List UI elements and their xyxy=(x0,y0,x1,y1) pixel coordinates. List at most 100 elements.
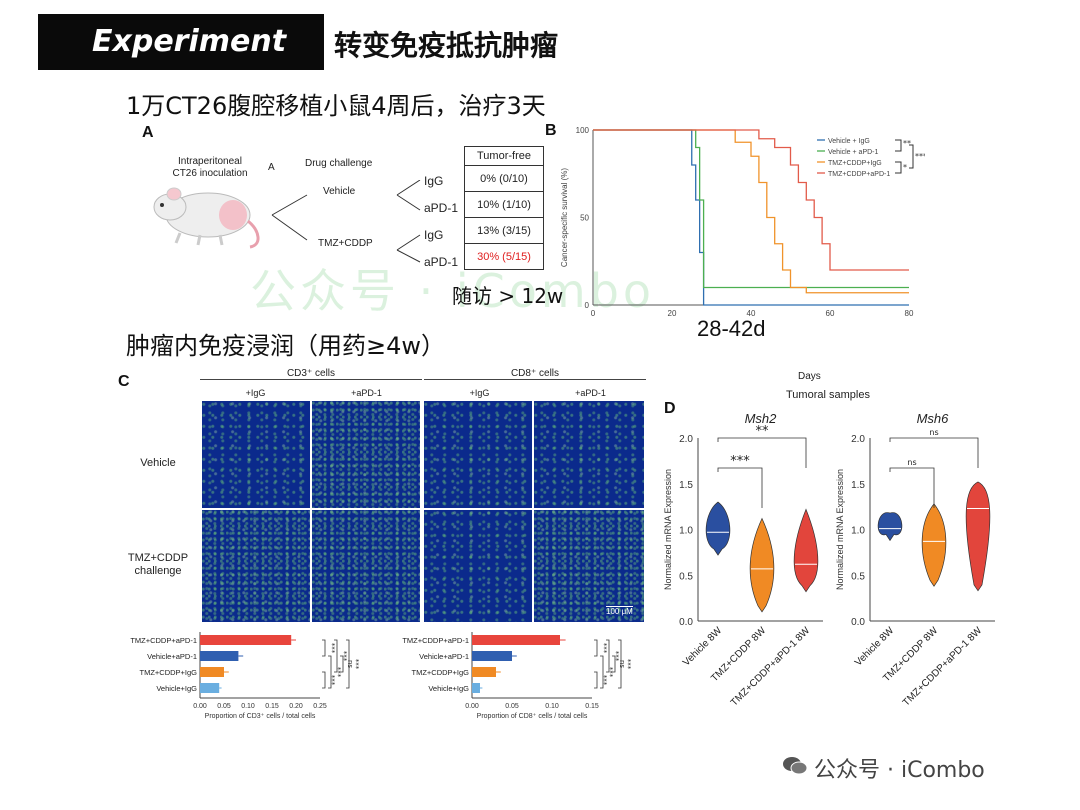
bar-x-label: Proportion of CD3⁺ cells / total cells xyxy=(205,713,316,720)
micrograph-cd8-vehicle-igg xyxy=(424,401,532,508)
arm-label-1: IgG xyxy=(424,174,444,188)
sig-bracket xyxy=(594,639,598,657)
sig-label: *** xyxy=(340,651,348,662)
panel-d-title: Tumoral samples xyxy=(786,389,870,401)
bar-category-label: Vehicle+aPD-1 xyxy=(147,652,197,661)
bar-category-label: TMZ+CDDP+aPD-1 xyxy=(130,636,197,645)
row-label-tmz: TMZ+CDDP challenge xyxy=(127,552,189,577)
sig-bracket-1 xyxy=(895,139,902,152)
violin-category-label: Vehicle 8W xyxy=(853,625,897,669)
sig-label: *** xyxy=(624,659,632,670)
violin-category-label: TMZ+CDDP+aPD-1 8W xyxy=(901,625,985,709)
watermark-mid: 公众号 · iCombo xyxy=(250,264,656,318)
days-range-label: 28-42d xyxy=(697,316,766,341)
violin-shape xyxy=(921,503,947,587)
sig-label: *** xyxy=(328,675,336,686)
bar-x-tick: 0.25 xyxy=(313,703,327,710)
tumor-free-table: Tumor-free 0% (0/10) 10% (1/10) 13% (3/1… xyxy=(464,146,544,270)
infiltration-bar-charts: TMZ+CDDP+aPD-1 Vehicle+aPD-1 TMZ+CDDP+IgG V… xyxy=(130,632,632,720)
survival-xlabel: Days xyxy=(798,371,821,382)
follow-up-label: 随访 > 12w xyxy=(452,284,564,308)
sig-label: ** xyxy=(756,424,770,439)
survival-line-4 xyxy=(593,129,909,271)
micrograph-cd8-vehicle-apd1 xyxy=(534,401,644,508)
violin-y-tick: 1.0 xyxy=(679,526,693,537)
bar xyxy=(200,667,224,677)
violin-y-label: Normalized mRNA Expression xyxy=(835,469,845,590)
bar-category-label: TMZ+CDDP+IgG xyxy=(139,668,197,677)
arm-label-3: IgG xyxy=(424,228,444,242)
sig-bracket-3 xyxy=(909,144,914,169)
bar-category-label: Vehicle+aPD-1 xyxy=(419,652,469,661)
legend-label: TMZ+CDDP+aPD-1 xyxy=(828,171,890,178)
micrograph-cd3-vehicle-igg xyxy=(202,401,310,508)
violin-y-tick: 2.0 xyxy=(851,434,865,445)
sig-bracket xyxy=(340,655,344,673)
bar xyxy=(472,651,512,661)
sig-label-1: ** xyxy=(903,139,911,148)
violin-y-tick: 0.0 xyxy=(851,617,865,628)
violin-y-tick: 0.0 xyxy=(679,617,693,628)
micrograph-cd3-vehicle-apd1 xyxy=(312,401,420,508)
violin-gene-title: Msh6 xyxy=(917,411,950,426)
wechat-icon xyxy=(783,757,808,775)
bar-x-tick: 0.20 xyxy=(289,703,303,710)
sig-label: ns xyxy=(907,458,916,467)
violin-charts: Msh2 0.0 0.5 1.0 1.5 2.0 Normalized mRNA Expre… xyxy=(663,411,995,709)
bar-category-label: Vehicle+IgG xyxy=(428,684,469,693)
sig-bracket xyxy=(600,655,604,689)
sig-bracket xyxy=(322,671,326,689)
group-label-cd8: CD8⁺ cells xyxy=(424,368,646,380)
inoculation-line2: CT26 inoculation xyxy=(172,168,248,179)
scale-bar: 100 μM xyxy=(606,606,633,616)
bar-category-label: Vehicle+IgG xyxy=(156,684,197,693)
tumor-free-row-2: 10% (1/10) xyxy=(464,191,544,218)
tumor-free-row-3: 13% (3/15) xyxy=(464,217,544,244)
sig-label: *** xyxy=(352,659,360,670)
bar-x-label: Proportion of CD8⁺ cells / total cells xyxy=(477,713,588,720)
bar-category-label: TMZ+CDDP+IgG xyxy=(411,668,469,677)
violin-shape xyxy=(965,481,991,592)
bar-x-tick: 0.15 xyxy=(265,703,279,710)
x-tick-label: 60 xyxy=(826,309,835,318)
violin-y-tick: 1.0 xyxy=(851,526,865,537)
y-tick-label: 100 xyxy=(576,126,590,135)
violin-y-tick: 2.0 xyxy=(679,434,693,445)
panel-b-letter: B xyxy=(545,122,557,139)
col-label-3: +IgG xyxy=(469,388,490,398)
y-tick-label: 0 xyxy=(585,301,590,310)
drug-challenge-label: Drug challenge xyxy=(305,158,373,169)
inoculation-line1: Intraperitoneal xyxy=(178,156,242,167)
bar xyxy=(472,667,496,677)
legend-label: Vehicle + aPD-1 xyxy=(828,149,878,156)
sig-label: ns xyxy=(346,660,354,668)
y-tick-label: 50 xyxy=(580,214,589,223)
legend-label: Vehicle + IgG xyxy=(828,138,870,145)
sig-label: *** xyxy=(328,643,336,654)
violin-category-label: TMZ+CDDP+aPD-1 8W xyxy=(729,625,813,709)
violin-category-label: Vehicle 8W xyxy=(681,625,725,669)
violin-y-tick: 1.5 xyxy=(851,480,865,491)
bar xyxy=(472,635,560,645)
sig-label: *** xyxy=(612,651,620,662)
x-tick-label: 40 xyxy=(747,309,756,318)
sig-bracket xyxy=(346,639,350,689)
arm-label-2: aPD-1 xyxy=(424,201,459,215)
bar xyxy=(472,683,480,693)
violin-y-label: Normalized mRNA Expression xyxy=(663,469,673,590)
micrograph-cd3-tmz-igg xyxy=(202,510,310,622)
col-label-4: +aPD-1 xyxy=(575,388,606,398)
sig-bracket xyxy=(328,655,332,689)
sig-bracket xyxy=(717,467,763,508)
group-label-cd3: CD3⁺ cells xyxy=(200,368,422,380)
survival-line-3 xyxy=(593,129,909,294)
sig-bracket xyxy=(594,671,598,689)
bar-x-tick: 0.15 xyxy=(585,703,599,710)
sig-bracket xyxy=(612,655,616,673)
sig-label: *** xyxy=(600,675,608,686)
panel-a-branches xyxy=(271,180,421,263)
bar-x-tick: 0.00 xyxy=(465,703,479,710)
violin-y-tick: 1.5 xyxy=(679,480,693,491)
mouse-illustration xyxy=(153,187,260,249)
inoculation-mark: A xyxy=(268,162,275,173)
